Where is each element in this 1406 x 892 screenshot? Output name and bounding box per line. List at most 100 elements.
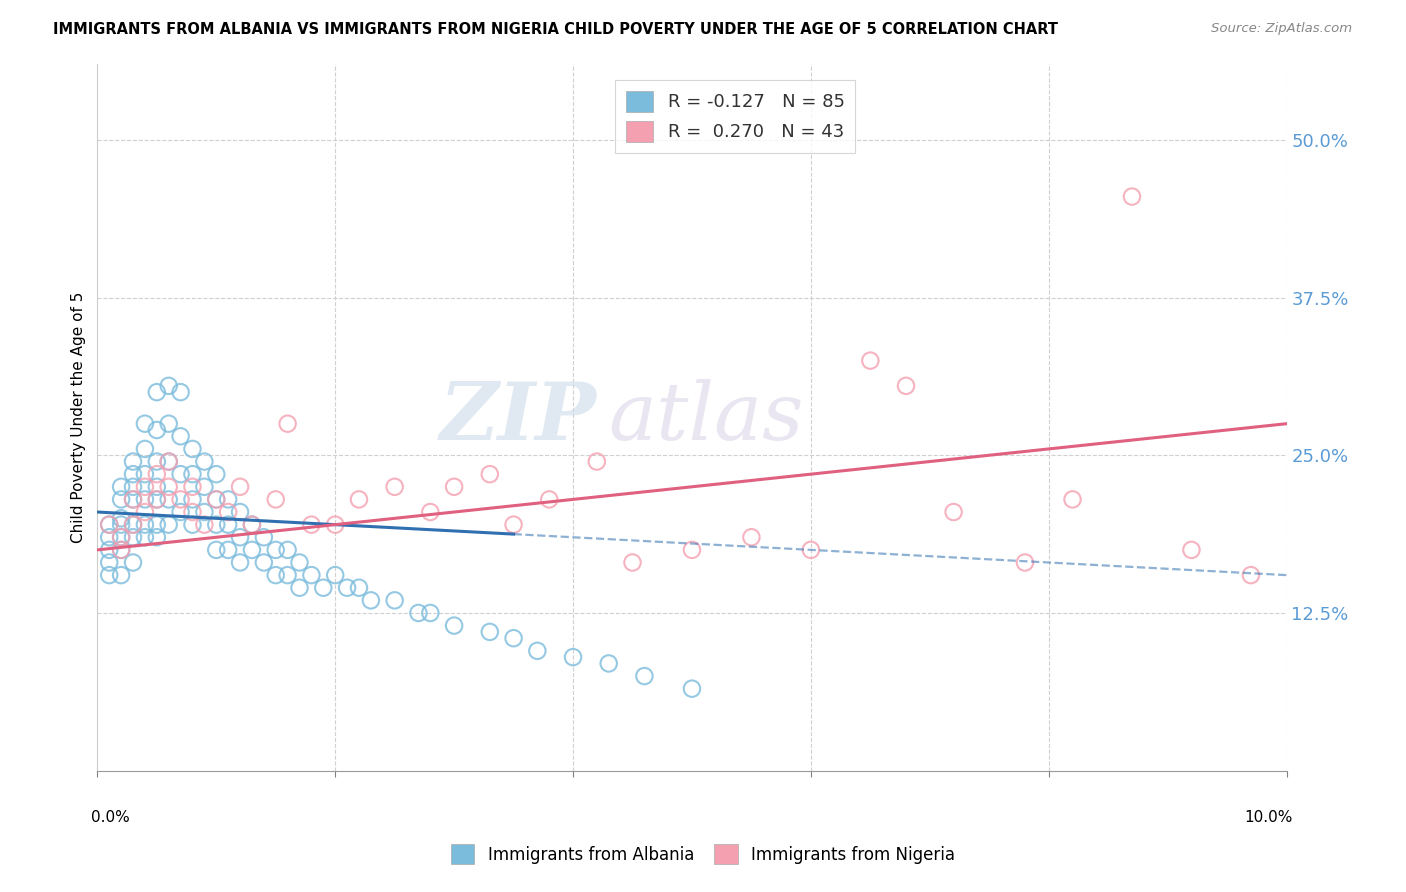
Point — [336, 581, 359, 595]
Point — [110, 492, 132, 507]
Point — [134, 492, 156, 507]
Point — [633, 669, 655, 683]
Point — [859, 353, 882, 368]
Point — [157, 480, 180, 494]
Point — [193, 505, 215, 519]
Point — [1014, 556, 1036, 570]
Point — [205, 492, 228, 507]
Point — [598, 657, 620, 671]
Text: Source: ZipAtlas.com: Source: ZipAtlas.com — [1212, 22, 1353, 36]
Point — [169, 505, 191, 519]
Point — [193, 517, 215, 532]
Point — [478, 624, 501, 639]
Point — [122, 517, 145, 532]
Point — [740, 530, 762, 544]
Point — [169, 385, 191, 400]
Point — [277, 417, 299, 431]
Point — [134, 442, 156, 456]
Point — [942, 505, 965, 519]
Point — [122, 556, 145, 570]
Point — [110, 530, 132, 544]
Point — [181, 492, 204, 507]
Legend: R = -0.127   N = 85, R =  0.270   N = 43: R = -0.127 N = 85, R = 0.270 N = 43 — [616, 80, 855, 153]
Point — [384, 480, 406, 494]
Point — [157, 379, 180, 393]
Point — [157, 492, 180, 507]
Point — [323, 568, 346, 582]
Point — [134, 530, 156, 544]
Point — [98, 568, 121, 582]
Point — [240, 517, 263, 532]
Point — [134, 505, 156, 519]
Point — [229, 556, 252, 570]
Point — [502, 517, 524, 532]
Point — [181, 517, 204, 532]
Point — [347, 581, 370, 595]
Point — [502, 631, 524, 645]
Point — [419, 606, 441, 620]
Point — [205, 467, 228, 482]
Point — [110, 542, 132, 557]
Point — [360, 593, 382, 607]
Point — [408, 606, 430, 620]
Point — [157, 454, 180, 468]
Point — [538, 492, 561, 507]
Point — [478, 467, 501, 482]
Text: 10.0%: 10.0% — [1244, 810, 1292, 824]
Point — [229, 480, 252, 494]
Point — [181, 505, 204, 519]
Point — [443, 618, 465, 632]
Point — [562, 650, 585, 665]
Point — [621, 556, 644, 570]
Point — [526, 644, 548, 658]
Point — [193, 480, 215, 494]
Point — [146, 385, 169, 400]
Text: atlas: atlas — [609, 378, 804, 456]
Point — [134, 467, 156, 482]
Point — [264, 492, 287, 507]
Point — [205, 542, 228, 557]
Point — [169, 467, 191, 482]
Point — [122, 467, 145, 482]
Point — [1062, 492, 1084, 507]
Point — [98, 517, 121, 532]
Point — [146, 467, 169, 482]
Point — [347, 492, 370, 507]
Legend: Immigrants from Albania, Immigrants from Nigeria: Immigrants from Albania, Immigrants from… — [444, 838, 962, 871]
Point — [681, 542, 703, 557]
Point — [146, 492, 169, 507]
Point — [134, 480, 156, 494]
Point — [98, 556, 121, 570]
Point — [98, 530, 121, 544]
Point — [146, 517, 169, 532]
Point — [681, 681, 703, 696]
Text: IMMIGRANTS FROM ALBANIA VS IMMIGRANTS FROM NIGERIA CHILD POVERTY UNDER THE AGE O: IMMIGRANTS FROM ALBANIA VS IMMIGRANTS FR… — [53, 22, 1059, 37]
Point — [800, 542, 823, 557]
Point — [323, 517, 346, 532]
Point — [181, 467, 204, 482]
Point — [110, 530, 132, 544]
Point — [1121, 189, 1143, 203]
Point — [146, 454, 169, 468]
Point — [110, 480, 132, 494]
Point — [217, 517, 239, 532]
Point — [122, 517, 145, 532]
Point — [264, 568, 287, 582]
Text: ZIP: ZIP — [440, 378, 596, 456]
Point — [110, 542, 132, 557]
Point — [146, 530, 169, 544]
Point — [229, 505, 252, 519]
Point — [312, 581, 335, 595]
Point — [98, 517, 121, 532]
Point — [288, 581, 311, 595]
Point — [299, 517, 322, 532]
Point — [205, 517, 228, 532]
Point — [240, 517, 263, 532]
Point — [110, 511, 132, 525]
Point — [98, 542, 121, 557]
Point — [146, 480, 169, 494]
Point — [169, 429, 191, 443]
Point — [110, 517, 132, 532]
Point — [894, 379, 917, 393]
Point — [146, 492, 169, 507]
